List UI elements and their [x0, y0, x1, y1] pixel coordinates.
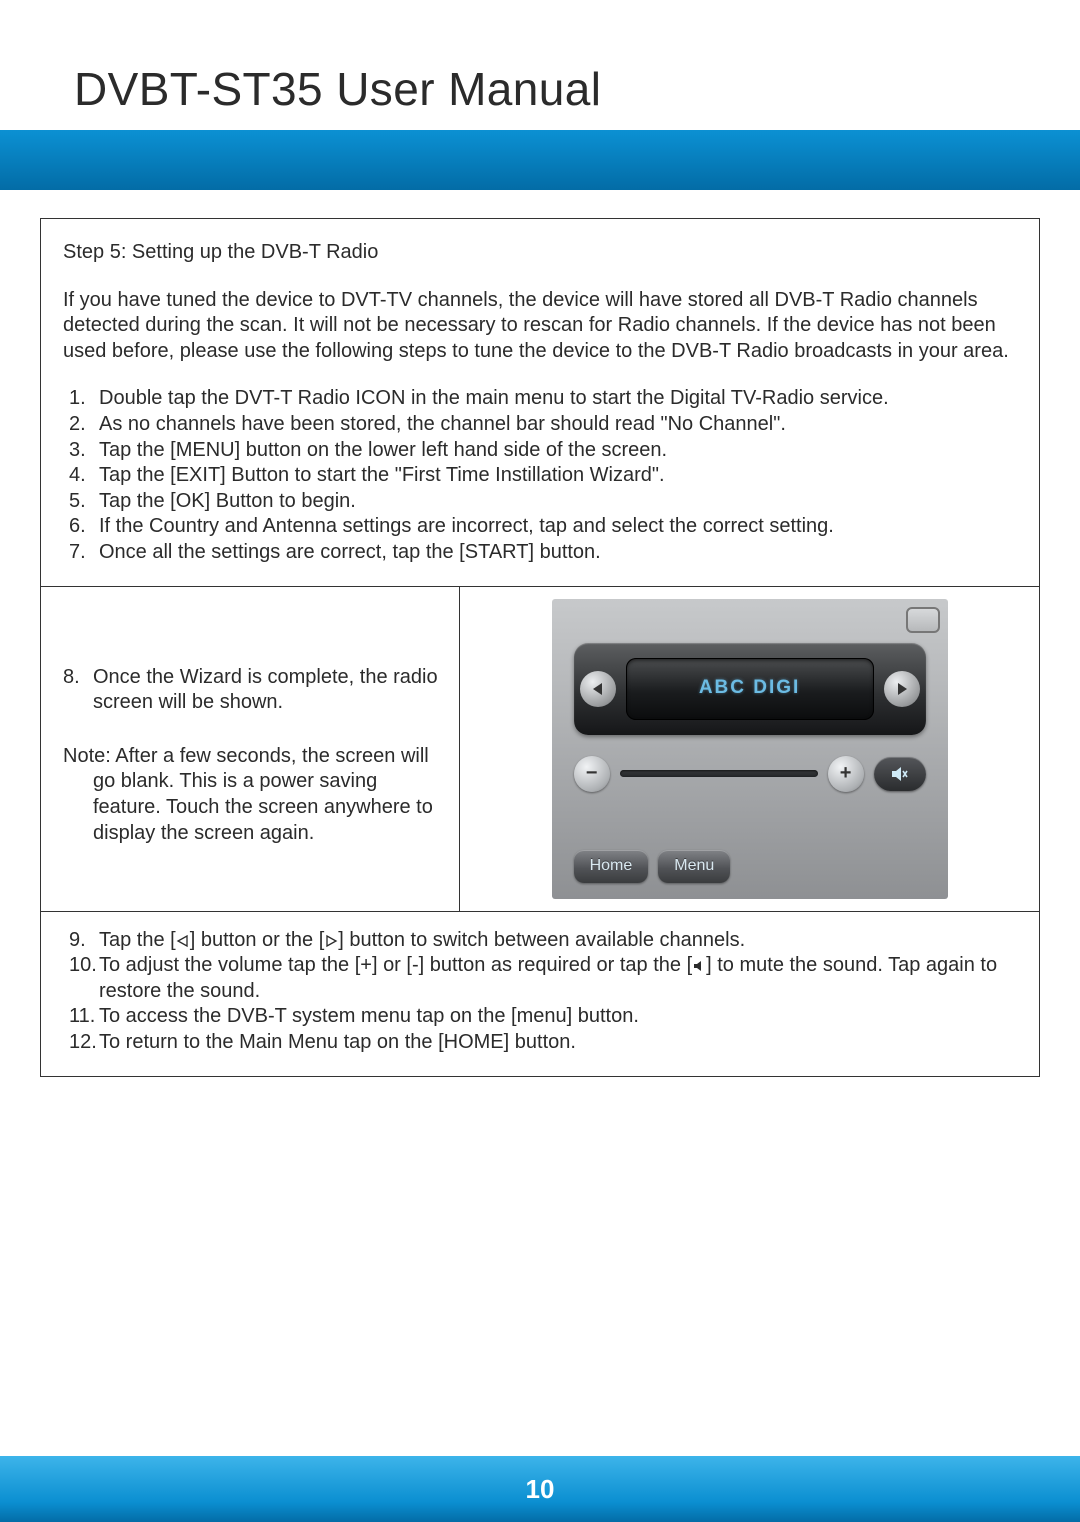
list-item: 3.Tap the [MENU] button on the lower lef…	[69, 438, 1017, 464]
list-number: 8.	[63, 665, 93, 716]
split-row: 8. Once the Wizard is complete, the radi…	[41, 586, 1039, 912]
speaker-mute-icon	[890, 764, 910, 784]
list-text: Tap the [MENU] button on the lower left …	[99, 438, 1017, 464]
list-item: 5.Tap the [OK] Button to begin.	[69, 489, 1017, 515]
text-fragment: ] button or the [	[190, 929, 325, 951]
ordered-list-top: 1.Double tap the DVT-T Radio ICON in the…	[63, 386, 1017, 565]
bottom-soft-buttons: Home Menu	[574, 850, 731, 882]
text-fragment: To adjust the volume tap the [+] or [-] …	[99, 954, 692, 976]
document-title: DVBT-ST35 User Manual	[74, 62, 601, 116]
list-number: 2.	[69, 412, 99, 438]
text-fragment: ] button to switch between available cha…	[338, 929, 745, 951]
page-footer: 10	[0, 1456, 1080, 1522]
volume-row: − +	[574, 755, 926, 793]
ordered-list-bottom: 9. Tap the [ ] button or the [ ] button to…	[63, 928, 1017, 1056]
list-text: To adjust the volume tap the [+] or [-] …	[99, 953, 1017, 1004]
list-number: 4.	[69, 463, 99, 489]
header-band: DVBT-ST35 User Manual	[0, 0, 1080, 190]
device-screenshot: ABC DIGI − +	[552, 599, 948, 899]
list-item: 6.If the Country and Antenna settings ar…	[69, 514, 1017, 540]
list-item: 4.Tap the [EXIT] Button to start the "Fi…	[69, 463, 1017, 489]
triangle-right-icon	[894, 681, 910, 697]
volume-track[interactable]	[620, 770, 818, 777]
prev-channel-button[interactable]	[580, 671, 616, 707]
mute-button[interactable]	[874, 757, 926, 791]
list-item: 1.Double tap the DVT-T Radio ICON in the…	[69, 386, 1017, 412]
page-number: 10	[526, 1474, 555, 1505]
triangle-left-icon	[590, 681, 606, 697]
list-number: 7.	[69, 540, 99, 566]
menu-button[interactable]: Menu	[658, 850, 730, 882]
text-fragment: Tap the [	[99, 929, 176, 951]
list-number: 10.	[69, 953, 99, 1004]
split-left-col: 8. Once the Wizard is complete, the radi…	[41, 587, 460, 911]
list-item: 10. To adjust the volume tap the [+] or …	[69, 953, 1017, 1004]
list-number: 5.	[69, 489, 99, 515]
content-box: Step 5: Setting up the DVB-T Radio If yo…	[40, 218, 1040, 1077]
note-label: Note	[63, 745, 105, 767]
list-text: Double tap the DVT-T Radio ICON in the m…	[99, 386, 1017, 412]
list-text: As no channels have been stored, the cha…	[99, 412, 1017, 438]
list-number: 1.	[69, 386, 99, 412]
list-text: Once all the settings are correct, tap t…	[99, 540, 1017, 566]
list-item: 8. Once the Wizard is complete, the radi…	[63, 665, 443, 716]
note-body: : After a few seconds, the screen will g…	[93, 745, 433, 844]
list-item: 11. To access the DVB-T system menu tap …	[69, 1004, 1017, 1030]
list-number: 11.	[69, 1004, 99, 1030]
list-text: To return to the Main Menu tap on the [H…	[99, 1030, 1017, 1056]
channel-bar: ABC DIGI	[574, 643, 926, 735]
list-number: 12.	[69, 1030, 99, 1056]
note-paragraph: Note: After a few seconds, the screen wi…	[63, 744, 443, 846]
list-text: Once the Wizard is complete, the radio s…	[93, 665, 443, 716]
list-item: 12. To return to the Main Menu tap on th…	[69, 1030, 1017, 1056]
next-channel-button[interactable]	[884, 671, 920, 707]
list-number: 3.	[69, 438, 99, 464]
home-button[interactable]: Home	[574, 850, 649, 882]
list-text: Tap the [EXIT] Button to start the "Firs…	[99, 463, 1017, 489]
grip-icon	[906, 607, 940, 633]
triangle-left-icon	[176, 934, 190, 948]
channel-display: ABC DIGI	[626, 658, 874, 720]
list-text: Tap the [OK] Button to begin.	[99, 489, 1017, 515]
list-number: 6.	[69, 514, 99, 540]
step-heading: Step 5: Setting up the DVB-T Radio	[63, 240, 1017, 266]
list-item: 2.As no channels have been stored, the c…	[69, 412, 1017, 438]
volume-up-button[interactable]: +	[828, 756, 864, 792]
volume-down-button[interactable]: −	[574, 756, 610, 792]
list-item: 9. Tap the [ ] button or the [ ] button to…	[69, 928, 1017, 954]
list-number: 9.	[69, 928, 99, 954]
speaker-icon	[692, 959, 706, 973]
list-text: If the Country and Antenna settings are …	[99, 514, 1017, 540]
intro-paragraph: If you have tuned the device to DVT-TV c…	[63, 288, 1017, 365]
triangle-right-icon	[324, 934, 338, 948]
list-text: To access the DVB-T system menu tap on t…	[99, 1004, 1017, 1030]
list-text: Tap the [ ] button or the [ ] button to sw…	[99, 928, 1017, 954]
list-item: 7.Once all the settings are correct, tap…	[69, 540, 1017, 566]
split-right-col: ABC DIGI − +	[460, 587, 1039, 911]
